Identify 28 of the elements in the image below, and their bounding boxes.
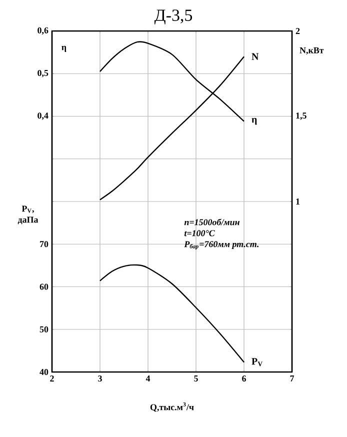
annotation: P$_{бар}$=760мм рт.ст. — [184, 241, 258, 250]
series-label: P$_{V}$ — [252, 358, 263, 366]
chart-title: Д-3,5 — [154, 10, 192, 24]
x-tick-label: 2 — [50, 376, 54, 382]
x-tick-label: 4 — [146, 376, 150, 382]
y3-tick-label: 0,4 — [38, 112, 48, 120]
line-series — [99, 264, 245, 363]
series-label: η — [252, 118, 257, 125]
y-tick-label: 40 — [40, 368, 48, 376]
y3-axis-title: η — [62, 46, 66, 52]
y-tick-label: 70 — [40, 241, 48, 248]
y-axis-title: P$_{V}$, даПа — [18, 206, 38, 224]
x-tick-label: 6 — [242, 376, 246, 382]
y2-tick-label: 2 — [296, 28, 300, 34]
annotation: t=100°C — [184, 230, 215, 236]
annotation: n=1500об/мин — [184, 218, 240, 226]
y2-axis-title: N,кВт — [300, 47, 324, 55]
y2-tick-label: 1 — [296, 198, 300, 204]
x-axis-title: Q,тыс.м$^{3}$/ч — [150, 402, 194, 412]
x-tick-label: 5 — [194, 376, 198, 382]
y3-tick-label: 0,5 — [38, 70, 48, 78]
y-tick-label: 50 — [40, 326, 48, 332]
x-tick-label: 7 — [290, 376, 294, 382]
x-tick-label: 3 — [98, 376, 102, 382]
series-label: N — [252, 53, 259, 60]
y2-tick-label: 1,5 — [296, 112, 306, 120]
y3-tick-label: 0,6 — [38, 27, 48, 35]
y-tick-label: 60 — [40, 284, 48, 290]
